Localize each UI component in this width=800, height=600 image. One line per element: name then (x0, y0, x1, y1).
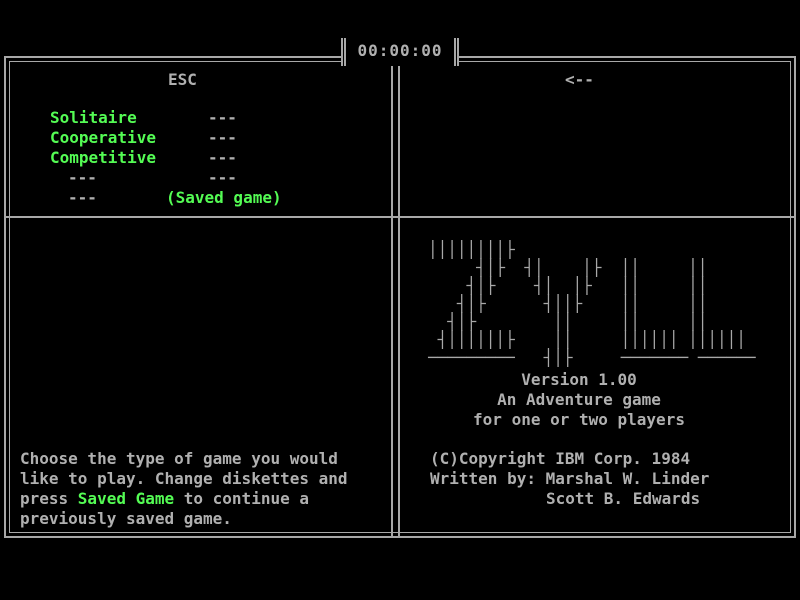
menu-option-2: --- (208, 128, 237, 147)
credits-author-1: Written by: Marshal W. Linder (430, 469, 710, 488)
instructions-line-4: previously saved game. (20, 509, 232, 528)
horizontal-divider (6, 216, 794, 218)
version-text: Version 1.00 (521, 370, 637, 389)
instructions-line-3: press Saved Game to continue a (20, 489, 309, 509)
credits-author-2: Scott B. Edwards (546, 489, 701, 508)
esc-key-hint: ESC (168, 70, 197, 89)
timer-value: 00:00:00 (357, 41, 443, 60)
saved-game-highlight: Saved Game (77, 489, 175, 508)
instructions-line-3-pre: press (20, 489, 78, 508)
zyll-logo-ascii-art: ││││││││├ ┤│├ ┤│ │├ ││ ││ ┤│├ ┤│ │├ ││ │… (428, 240, 756, 367)
version-block: Version 1.00 An Adventure game for one o… (414, 370, 744, 430)
backspace-key-hint: <-- (565, 70, 594, 89)
instructions-line-1: Choose the type of game you would (20, 449, 338, 468)
menu-option-3: --- (208, 148, 237, 167)
instructions-line-2: like to play. Change diskettes and (20, 469, 348, 488)
tagline-1: An Adventure game (497, 390, 661, 409)
menu-item-placeholder-1: --- (68, 168, 97, 187)
menu-item-solitaire[interactable]: Solitaire (50, 108, 137, 127)
menu-item-placeholder-2: --- (68, 188, 97, 207)
menu-option-4: --- (208, 168, 237, 187)
game-timer: 00:00:00 (341, 38, 459, 66)
copyright-text: (C)Copyright IBM Corp. 1984 (430, 449, 691, 468)
tagline-2: for one or two players (473, 410, 685, 429)
menu-option-1: --- (208, 108, 237, 127)
panel-divider (391, 58, 400, 536)
menu-option-saved-game[interactable]: (Saved game) (166, 188, 282, 207)
menu-item-cooperative[interactable]: Cooperative (50, 128, 156, 147)
menu-item-competitive[interactable]: Competitive (50, 148, 156, 167)
instructions-line-3-post: to continue a (174, 489, 309, 508)
